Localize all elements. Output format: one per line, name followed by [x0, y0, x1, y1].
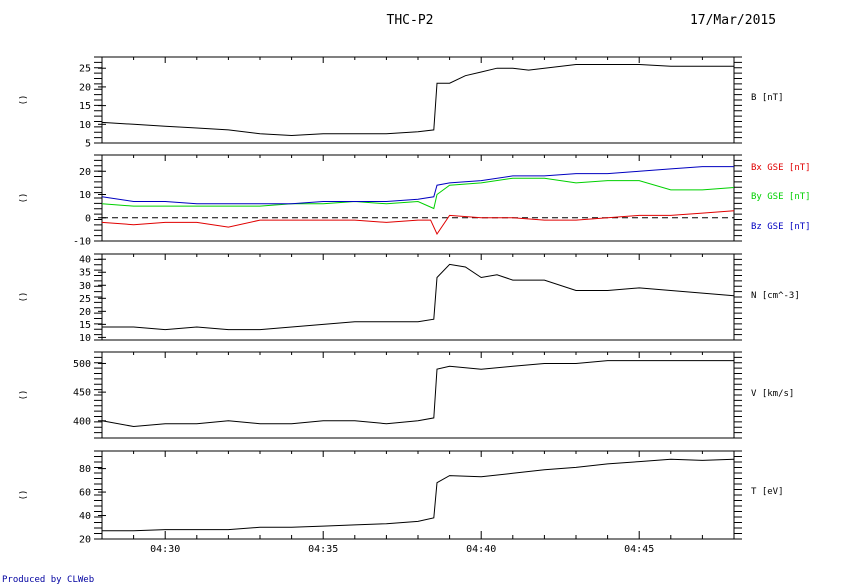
- y-tick-label: 15: [79, 101, 91, 112]
- y-tick-label: 25: [79, 294, 91, 305]
- series-line-2: [101, 177, 735, 210]
- y-tick-label: 25: [79, 64, 91, 75]
- x-tick-label: 04:35: [308, 544, 338, 555]
- y-axis-label: (): [19, 95, 29, 106]
- y-tick-label: 500: [73, 359, 91, 370]
- panel-1: 5 10 15 20 25 () B [nT]: [19, 56, 784, 150]
- panel-frame: [101, 56, 735, 144]
- y-tick-label: 5: [85, 139, 91, 150]
- y-tick-label: 60: [79, 488, 91, 499]
- series-label: Bx GSE [nT]: [751, 163, 811, 173]
- y-tick-label: 20: [79, 307, 91, 318]
- panel-3: 10 15 20 25 30 35 40 () N [cm^-3]: [19, 253, 800, 344]
- y-axis-label: (): [19, 390, 29, 401]
- y-axis-label: (): [19, 490, 29, 501]
- series-label: N [cm^-3]: [751, 291, 800, 301]
- series-label: By GSE [nT]: [751, 192, 811, 202]
- y-tick-label: 400: [73, 416, 91, 427]
- x-tick-label: 04:30: [150, 544, 180, 555]
- y-tick-label: 20: [79, 82, 91, 93]
- y-tick-label: 10: [79, 190, 91, 201]
- y-tick-label: 10: [79, 333, 91, 344]
- y-axis-label: (): [19, 193, 29, 204]
- series-label: T [eV]: [751, 487, 784, 497]
- y-tick-label: -10: [73, 237, 91, 248]
- y-tick-label: 10: [79, 120, 91, 131]
- y-tick-label: 30: [79, 281, 91, 292]
- chart-title: THC-P2: [387, 13, 434, 28]
- panels: 5 10 15 20 25 () B [nT] -10 0 10 20 () Bx GSE [nT] By…: [19, 56, 811, 546]
- series-label: Bz GSE [nT]: [751, 222, 811, 232]
- y-tick-label: 35: [79, 268, 91, 279]
- series-line-1: [101, 210, 735, 236]
- y-tick-label: 80: [79, 464, 91, 475]
- series-line-1: [101, 360, 734, 428]
- panel-4: 400 450 500 () V [km/s]: [19, 351, 794, 439]
- y-tick-label: 40: [79, 511, 91, 522]
- series-line-1: [102, 263, 735, 331]
- produced-by-credit: Produced by CLWeb: [2, 575, 94, 584]
- y-tick-label: 15: [79, 320, 91, 331]
- x-axis: 04:30 04:35 04:40 04:45: [101, 57, 735, 555]
- x-tick-label: 04:45: [624, 544, 654, 555]
- series-label: V [km/s]: [751, 389, 794, 399]
- panel-frame: [101, 154, 735, 242]
- panel-frame: [101, 351, 735, 439]
- y-tick-label: 0: [85, 213, 91, 224]
- series-line-3: [101, 166, 734, 205]
- y-axis-label: (): [19, 292, 29, 303]
- panel-2: -10 0 10 20 () Bx GSE [nT] By GSE [nT] Bz GSE […: [19, 154, 811, 248]
- series-line-1: [102, 458, 735, 532]
- series-label: B [nT]: [751, 93, 784, 103]
- y-tick-label: 450: [73, 388, 91, 399]
- panel-frame: [101, 450, 735, 540]
- y-tick-label: 40: [79, 255, 91, 266]
- series-line-1: [101, 64, 734, 137]
- y-tick-label: 20: [79, 535, 91, 546]
- y-tick-label: 20: [79, 167, 91, 178]
- x-tick-label: 04:40: [466, 544, 496, 555]
- chart-date: 17/Mar/2015: [690, 13, 776, 28]
- panel-5: 20 40 60 80 () T [eV]: [19, 450, 784, 546]
